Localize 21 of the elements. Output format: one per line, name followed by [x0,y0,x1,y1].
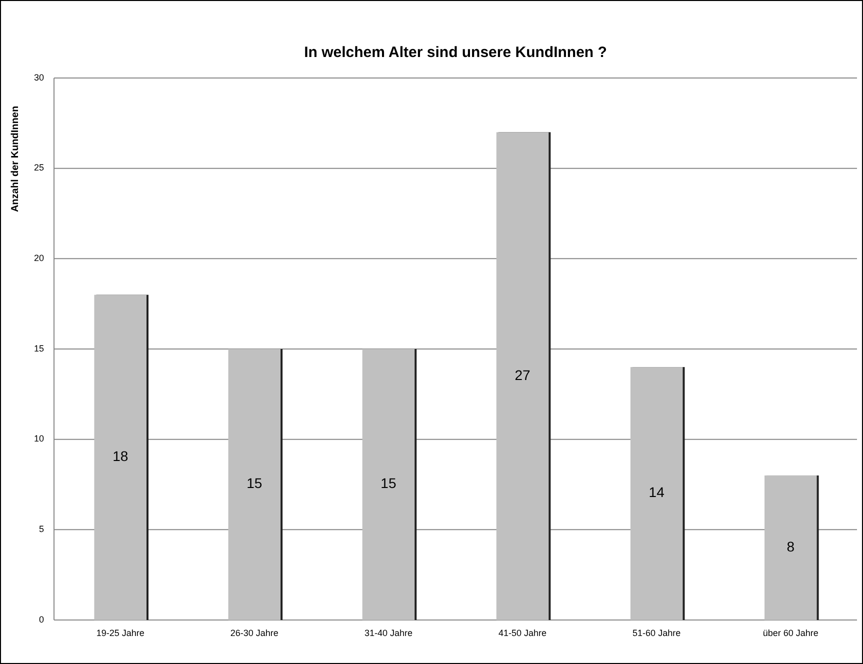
x-tick-label: 41-50 Jahre [498,628,547,638]
x-tick-label: 51-60 Jahre [632,628,681,638]
y-tick-label: 15 [34,343,44,354]
y-tick-label: 20 [34,253,44,264]
y-axis-title: Anzahl der KundInnen [10,106,21,212]
y-tick-label: 0 [38,614,44,624]
data-label: 15 [380,475,396,492]
x-tick-label: 26-30 Jahre [230,628,278,638]
data-label: 15 [246,475,262,492]
x-tick-label: 19-25 Jahre [96,628,144,638]
y-tick-label: 30 [34,72,44,82]
data-label: 27 [514,366,531,383]
y-tick-label: 25 [34,162,44,173]
data-label: 14 [648,484,665,500]
data-label: 18 [112,448,128,464]
chart-title: In welchem Alter sind unsere KundInnen ? [304,44,607,61]
x-tick-label: 31-40 Jahre [364,628,412,638]
y-tick-label: 10 [34,434,44,444]
y-tick-label: 5 [38,524,44,534]
data-label: 8 [786,538,795,554]
x-tick-label: über 60 Jahre [762,628,818,638]
